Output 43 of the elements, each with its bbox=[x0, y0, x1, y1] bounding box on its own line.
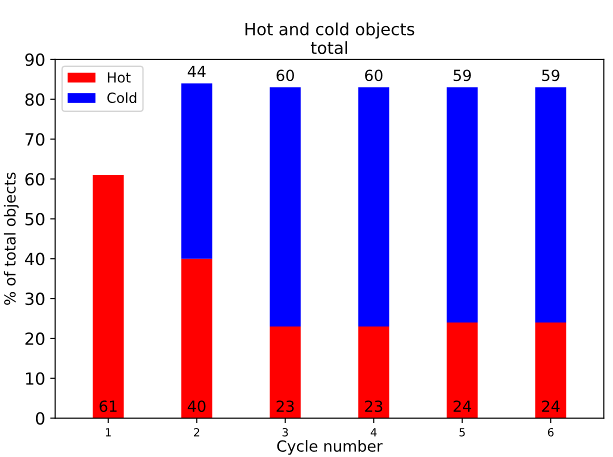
bar bbox=[446, 87, 478, 322]
data-label: 60 bbox=[276, 70, 294, 82]
bar bbox=[535, 87, 566, 322]
bar bbox=[92, 175, 124, 418]
bar bbox=[535, 322, 566, 418]
y-axis-title: % of total objects bbox=[4, 172, 19, 305]
bar bbox=[181, 258, 212, 418]
y-tick-label: 20 bbox=[25, 332, 44, 346]
bar bbox=[270, 87, 301, 326]
x-tick-label: 6 bbox=[548, 428, 554, 436]
data-label: 61 bbox=[100, 400, 117, 412]
y-tick-label: 70 bbox=[26, 133, 44, 146]
data-label: 59 bbox=[454, 70, 471, 82]
data-label: 24 bbox=[454, 400, 472, 412]
bar bbox=[446, 322, 478, 418]
data-label: 23 bbox=[365, 400, 382, 412]
y-tick-label: 40 bbox=[25, 252, 44, 266]
x-tick-label: 3 bbox=[282, 428, 288, 436]
chart-title: Hot and cold objects total bbox=[246, 22, 414, 54]
x-tick-label: 2 bbox=[194, 428, 200, 436]
bar bbox=[358, 87, 390, 326]
legend-label: Cold bbox=[107, 92, 136, 104]
y-tick-label: 60 bbox=[25, 172, 44, 186]
y-tick-label: 30 bbox=[26, 292, 44, 306]
data-label: 59 bbox=[542, 70, 560, 82]
legend-label: Hot bbox=[108, 72, 131, 83]
x-axis-title: Cycle number bbox=[277, 440, 383, 455]
bar bbox=[181, 83, 212, 259]
data-label: 24 bbox=[542, 400, 560, 412]
data-label: 23 bbox=[276, 400, 294, 412]
y-tick-label: 10 bbox=[26, 372, 44, 385]
y-tick-label: 90 bbox=[25, 53, 44, 66]
y-tick-label: 0 bbox=[36, 412, 44, 425]
data-label: 44 bbox=[188, 66, 206, 77]
data-label: 40 bbox=[188, 400, 206, 412]
x-tick-label: 1 bbox=[106, 428, 111, 436]
bar bbox=[358, 326, 390, 418]
y-tick-label: 50 bbox=[26, 212, 44, 226]
x-tick-label: 5 bbox=[460, 428, 465, 436]
y-tick-label: 80 bbox=[25, 93, 44, 106]
bar bbox=[270, 326, 301, 418]
x-tick-label: 4 bbox=[370, 428, 377, 436]
data-label: 60 bbox=[365, 70, 382, 82]
